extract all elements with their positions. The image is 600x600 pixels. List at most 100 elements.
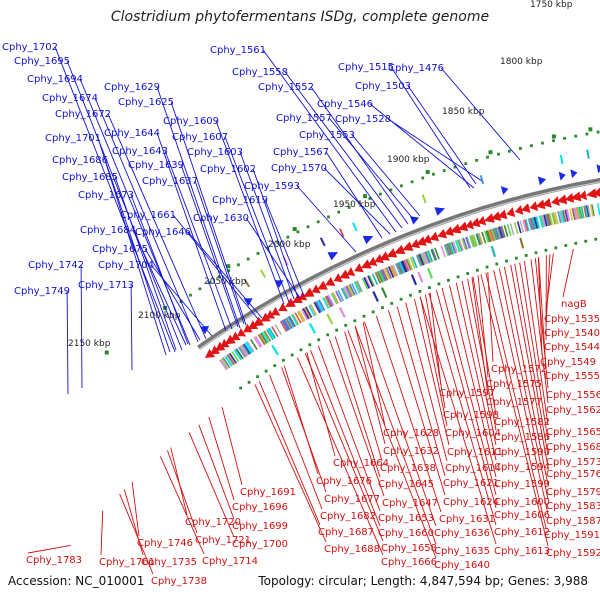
kbp-tick-label: 2000 kbp xyxy=(268,240,311,250)
forward-connector xyxy=(130,194,189,345)
reverse-connector xyxy=(354,326,386,445)
cog-bar-outer xyxy=(338,228,345,238)
cog-bar xyxy=(405,258,412,271)
reverse-gene xyxy=(317,280,328,290)
cog-bar xyxy=(326,295,334,307)
guide-dot xyxy=(466,272,470,275)
cog-bar xyxy=(457,239,463,252)
cog-bar xyxy=(485,230,491,243)
guide-dot xyxy=(273,364,277,368)
cog-bar xyxy=(590,204,595,217)
reverse-gene xyxy=(506,207,516,217)
cog-bar xyxy=(589,204,594,217)
cog-bar-inner xyxy=(417,271,424,283)
cog-bar xyxy=(242,343,251,355)
cog-bar xyxy=(397,262,404,274)
guide-dot xyxy=(290,353,294,357)
reverse-connector xyxy=(485,272,547,529)
guide-dot xyxy=(344,323,348,327)
reverse-gene-label: Cphy_1582 xyxy=(494,417,550,428)
cog-bar xyxy=(516,221,522,234)
cog-bar xyxy=(411,256,418,269)
guide-dot xyxy=(475,268,479,272)
reverse-gene xyxy=(551,196,560,206)
reverse-gene-label: Cphy_1783 xyxy=(26,555,82,566)
reverse-gene-label: Cphy_1568 xyxy=(546,442,600,453)
reverse-connector xyxy=(188,432,235,538)
reverse-gene-label: Cphy_1606 xyxy=(494,510,550,521)
kbp-tick-label: 2050 kbp xyxy=(204,277,247,287)
forward-gene-label: Cphy_1476 xyxy=(388,63,444,74)
reverse-gene-label: Cphy_1621 xyxy=(443,478,499,489)
cog-bar xyxy=(571,208,576,221)
cog-bar xyxy=(353,281,361,294)
reverse-gene xyxy=(386,248,398,258)
reverse-gene-label: Cphy_1611 xyxy=(447,447,503,458)
reverse-gene xyxy=(437,228,448,239)
forward-gene-label: Cphy_1528 xyxy=(335,114,391,125)
forward-connector xyxy=(351,134,421,217)
forward-connector xyxy=(104,159,171,353)
cog-bar-inner xyxy=(519,237,525,249)
reverse-connector xyxy=(510,264,549,468)
reverse-connector xyxy=(159,456,205,555)
reverse-gene-label: Cphy_1572 xyxy=(491,364,547,375)
genome-summary: Topology: circular; Length: 4,847,594 bp… xyxy=(258,574,588,588)
cog-bar xyxy=(263,330,272,342)
reverse-gene-label: Cphy_1599 xyxy=(494,479,550,490)
cog-bar xyxy=(335,290,342,303)
reverse-gene xyxy=(247,320,259,330)
guide-dot xyxy=(596,130,600,134)
guide-dot xyxy=(368,197,372,200)
reverse-connector xyxy=(414,298,450,446)
cog-bar xyxy=(541,214,546,227)
guide-dot xyxy=(544,248,548,252)
cog-bar xyxy=(551,212,556,225)
guide-dot xyxy=(239,386,243,390)
cog-bar xyxy=(503,224,509,237)
cog-bar xyxy=(257,334,266,346)
forward-gene-label: Cphy_1749 xyxy=(14,286,70,297)
cog-bar xyxy=(424,251,431,264)
forward-connector xyxy=(407,85,477,185)
reverse-gene-label: Cphy_1658 xyxy=(381,543,437,554)
reverse-gene-label: Cphy_1636 xyxy=(434,528,490,539)
reverse-connector xyxy=(304,352,384,542)
forward-connector xyxy=(387,118,483,182)
cog-bar xyxy=(385,267,393,279)
cog-bar xyxy=(221,357,230,369)
guide-dot xyxy=(495,262,499,266)
cog-bar xyxy=(552,212,557,225)
cog-bar xyxy=(279,320,288,332)
cog-bar xyxy=(538,215,544,228)
guide-dot xyxy=(308,343,312,347)
forward-gene-label: Cphy_1561 xyxy=(210,45,266,56)
forward-connector xyxy=(66,290,69,395)
cog-bar xyxy=(389,265,396,278)
reverse-gene-label: Cphy_1638 xyxy=(380,463,436,474)
cog-bar xyxy=(547,213,552,226)
cog-bar xyxy=(378,270,385,283)
cog-bar xyxy=(578,206,583,219)
cog-bar xyxy=(250,338,258,350)
cog-bar xyxy=(396,262,403,275)
cog-bar-outer xyxy=(421,194,427,204)
forward-connector xyxy=(390,66,471,189)
cog-bar xyxy=(239,345,248,357)
cog-bar xyxy=(233,349,242,361)
cog-bar xyxy=(565,209,570,222)
guide-dot xyxy=(276,241,280,244)
reverse-gene xyxy=(354,263,364,273)
reverse-gene xyxy=(529,201,539,211)
accession-text: Accession: NC_010001 xyxy=(8,574,145,588)
cog-bar-inner xyxy=(271,344,279,356)
reverse-connector xyxy=(198,424,235,520)
cog-bar xyxy=(444,243,451,256)
cog-bar xyxy=(274,323,282,336)
cog-bar-inner xyxy=(372,290,379,302)
guide-dot xyxy=(541,141,544,145)
cog-bar xyxy=(305,306,313,318)
guide-dot xyxy=(282,358,285,362)
cog-bar xyxy=(499,226,505,239)
